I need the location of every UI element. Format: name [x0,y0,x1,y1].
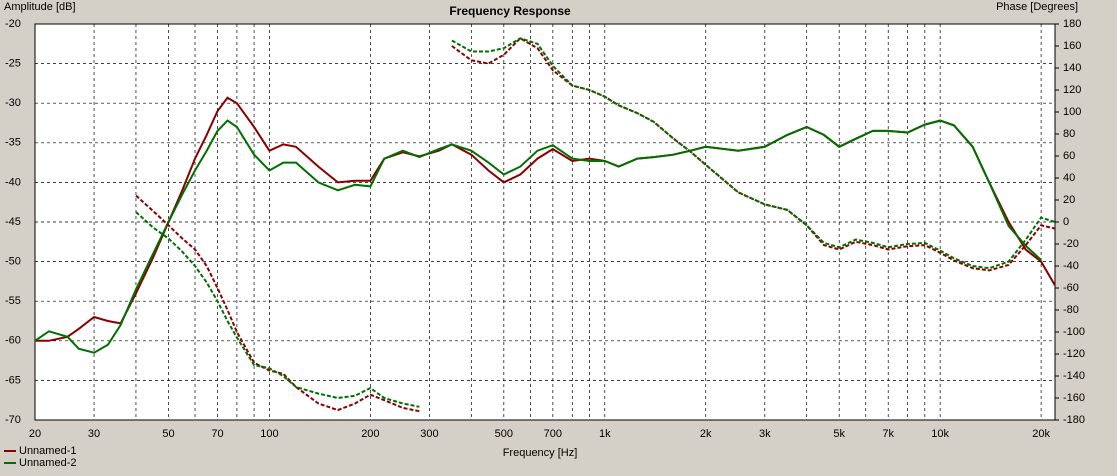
x-tick-label: 50 [162,428,174,440]
y2-tick-label: 80 [1063,128,1075,140]
y-tick-label: -60 [5,335,21,347]
y2-tick-label: 60 [1063,150,1075,162]
x-tick-label: 30 [88,428,100,440]
y-tick-label: -55 [5,295,21,307]
y2-tick-label: -140 [1063,370,1085,382]
y-tick-label: -35 [5,137,21,149]
legend-label: Unnamed-2 [19,457,76,469]
y2-tick-label: 40 [1063,172,1075,184]
y2-tick-label: 160 [1063,40,1081,52]
y2-tick-label: -40 [1063,260,1079,272]
legend-label: Unnamed-1 [19,445,76,457]
series-line [135,37,1056,408]
x-tick-label: 10k [931,428,949,440]
x-tick-label: 1k [599,428,611,440]
y-tick-label: -25 [5,58,21,70]
y-tick-label: -65 [5,374,21,386]
chart-title: Frequency Response [449,4,571,18]
y2-tick-label: 120 [1063,84,1081,96]
y2-tick-label: -120 [1063,348,1085,360]
y2-tick-label: -80 [1063,304,1079,316]
y-tick-label: -70 [5,414,21,426]
y2-tick-label: -20 [1063,238,1079,250]
x-tick-label: 500 [495,428,513,440]
y-axis-title: Amplitude [dB] [4,1,76,13]
y-tick-label: -50 [5,256,21,268]
y2-tick-label: -100 [1063,326,1085,338]
y-tick-label: -45 [5,216,21,228]
y2-tick-label: 20 [1063,194,1075,206]
series-line [135,37,1056,413]
y-tick-label: -20 [5,18,21,30]
y2-axis-title: Phase [Degrees] [996,1,1078,13]
x-axis-title: Frequency [Hz] [503,447,578,459]
x-tick-label: 20 [29,428,41,440]
y2-tick-label: 180 [1063,18,1081,30]
x-tick-label: 2k [700,428,712,440]
y2-tick-label: 100 [1063,106,1081,118]
y2-tick-label: 0 [1063,216,1069,228]
x-tick-label: 7k [882,428,894,440]
x-tick-label: 5k [833,428,845,440]
y-tick-label: -30 [5,97,21,109]
x-tick-label: 3k [759,428,771,440]
x-tick-label: 100 [260,428,278,440]
y2-tick-label: -180 [1063,414,1085,426]
x-tick-label: 200 [361,428,379,440]
series-line [34,119,1042,354]
y2-tick-label: 140 [1063,62,1081,74]
x-tick-label: 20k [1032,428,1050,440]
y2-tick-label: -160 [1063,392,1085,404]
y2-tick-label: -60 [1063,282,1079,294]
x-tick-label: 700 [544,428,562,440]
y-tick-label: -40 [5,176,21,188]
x-tick-label: 70 [211,428,223,440]
x-tick-label: 300 [420,428,438,440]
